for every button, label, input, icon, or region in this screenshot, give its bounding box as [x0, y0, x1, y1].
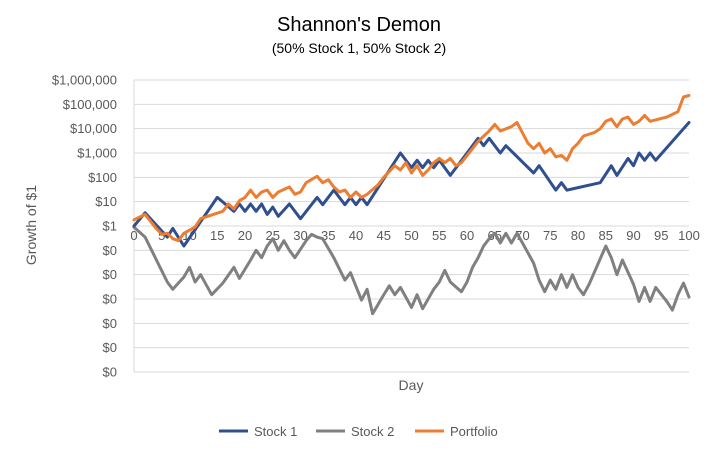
y-tick-label: $0: [103, 340, 117, 355]
legend-label: Stock 2: [351, 424, 394, 439]
y-tick-label: $10: [95, 194, 117, 209]
legend-item-stock-1: Stock 1: [219, 424, 297, 439]
y-tick-label: $0: [103, 243, 117, 258]
chart-title: Shannon's Demon: [277, 14, 441, 36]
x-tick-label: 60: [460, 228, 474, 243]
x-tick-label: 85: [599, 228, 613, 243]
y-tick-label: $0: [103, 267, 117, 282]
x-tick-label: 75: [543, 228, 557, 243]
x-axis-title: Day: [399, 377, 424, 393]
x-tick-label: 25: [266, 228, 280, 243]
legend-label: Portfolio: [450, 424, 498, 439]
x-tick-label: 55: [432, 228, 446, 243]
y-tick-label: $100: [88, 170, 117, 185]
y-tick-label: $1: [103, 219, 117, 234]
x-tick-label: 80: [571, 228, 585, 243]
x-axis-ticks: 0 5 10 15 20 25 30 35 40 45 50 55 60 65 70 75 80 85 90 95 10…: [130, 228, 699, 243]
legend-item-stock-2: Stock 2: [316, 424, 394, 439]
y-tick-label: $0: [103, 316, 117, 331]
x-tick-label: 100: [678, 228, 700, 243]
legend-label: Stock 1: [254, 424, 297, 439]
y-axis-title: Growth of $1: [23, 185, 39, 265]
x-tick-label: 95: [654, 228, 668, 243]
legend-item-portfolio: Portfolio: [415, 424, 498, 439]
y-tick-label: $1,000,000: [52, 73, 117, 88]
x-tick-label: 20: [238, 228, 252, 243]
x-tick-label: 15: [210, 228, 224, 243]
y-tick-label: $10,000: [70, 121, 117, 136]
series-line-portfolio: [132, 94, 691, 243]
series-line-stock-1: [132, 121, 691, 248]
y-axis-ticks: $0 $0 $0 $0 $0 $0 $1 $10 $100 $1,000 $10,000 $100,0…: [52, 73, 117, 380]
x-tick-label: 40: [349, 228, 363, 243]
x-tick-label: 30: [293, 228, 307, 243]
legend: Stock 1 Stock 2 Portfolio: [219, 424, 498, 439]
x-tick-label: 50: [404, 228, 418, 243]
series-line-stock-2: [132, 225, 691, 316]
series-lines: [132, 94, 691, 316]
y-tick-label: $100,000: [63, 97, 117, 112]
x-tick-label: 0: [130, 228, 137, 243]
x-tick-label: 90: [626, 228, 640, 243]
y-tick-label: $1,000: [77, 146, 117, 161]
y-tick-label: $0: [103, 365, 117, 380]
y-tick-label: $0: [103, 292, 117, 307]
x-tick-label: 45: [377, 228, 391, 243]
chart-subtitle: (50% Stock 1, 50% Stock 2): [272, 40, 446, 56]
